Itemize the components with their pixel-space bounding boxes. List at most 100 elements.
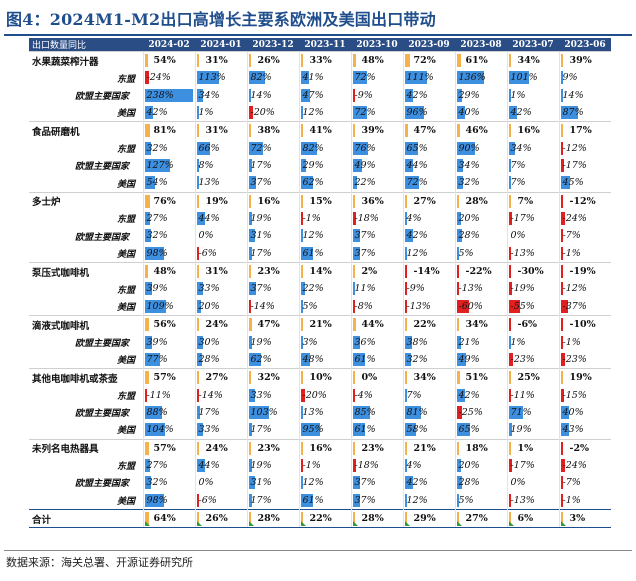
value-bar [352,493,360,507]
value-text: 20% [198,300,220,312]
value-text: 13% [198,177,220,189]
value-text: 51% [465,372,488,384]
value-cell: 32% [454,174,507,193]
value-text: -24% [562,213,587,225]
value-text: 23% [257,442,280,454]
value-cell: 47% [246,315,299,334]
value-bar [352,423,365,437]
value-bar [352,124,356,138]
value-text: 47% [413,125,436,137]
value-bar [456,246,459,260]
row-label-text: 欧盟主要国家 [75,409,130,420]
value-text: 33% [198,283,220,295]
value-bar [352,141,368,155]
row-label-text: 美国 [117,426,136,437]
value-bar [508,371,511,385]
row-label: 欧盟主要国家 [29,87,143,104]
header-col: 2023-12 [247,38,299,52]
value-cell: 8% [194,157,247,175]
value-text: -11% [510,389,535,401]
value-cell: 28% [454,227,507,245]
value-cell: 23% [246,438,299,457]
value-cell: -24% [142,69,195,87]
value-cell: 3% [558,508,611,529]
row-label-text: 东盟 [117,391,136,402]
value-text: 12% [406,247,428,259]
value-text: 57% [153,442,176,454]
value-bar [456,388,465,402]
value-bar [456,71,484,85]
value-bar [352,352,365,366]
table-row: 未列名电热器具 57% 24% 23% 16% 23% 21% 18% 1% -2% [29,438,611,457]
value-bar [560,194,563,208]
value-bar [456,299,469,313]
row-label: 水果蔬菜榨汁器 [29,51,143,70]
value-text: 104% [146,424,174,436]
table-row: 欧盟主要国家 39% 30% 19% 3% 36% 38% 21% 1% -1% [29,333,611,351]
value-text: -9% [354,89,373,101]
value-cell: 19% [246,210,299,228]
value-text: 39% [569,55,592,66]
value-text: 101% [510,72,538,84]
value-text: 29% [413,512,436,524]
value-cell: 27% [142,210,195,228]
value-text: 5% [302,300,318,312]
value-cell: 76% [142,191,195,211]
value-text: 62% [250,353,272,365]
value-bar [508,54,511,67]
value-text: 3% [302,336,318,348]
value-cell: 34% [194,86,247,105]
value-cell: 88% [142,403,195,422]
row-label: 合计 [29,508,143,529]
flag-marker [352,521,358,527]
value-cell: -22% [454,262,507,281]
value-text: 42% [406,89,428,101]
value-text: 31% [205,266,228,278]
value-text: 9% [562,72,578,84]
value-bar [248,106,253,120]
value-text: 42% [458,389,480,401]
value-cell: -25% [454,403,507,422]
value-text: -18% [354,213,379,225]
value-text: 14% [250,89,272,101]
value-cell: 22% [298,280,351,298]
table-body: 水果蔬菜榨汁器 54% 31% 26% 33% 48% 72% 61% 34% 39% 东盟 -24%… [29,51,611,529]
value-text: 26% [257,55,280,66]
value-text: -19% [569,266,596,278]
value-cell: 7% [506,174,559,193]
value-cell: 54% [142,174,195,193]
value-cell: 0% [194,474,247,492]
value-cell: -1% [558,333,611,351]
value-text: -15% [562,389,587,401]
value-bar [144,106,153,120]
value-bar [196,493,199,507]
value-bar [196,71,220,85]
value-bar [300,124,304,138]
value-bar [456,493,459,507]
value-bar [300,88,310,102]
value-bar [196,388,200,402]
value-text: 77% [146,353,168,365]
value-text: 5% [458,247,474,259]
value-cell: 34% [506,139,559,158]
value-text: 48% [302,353,324,365]
value-bar [144,388,147,402]
value-text: 17% [250,494,272,506]
value-text: 0% [198,230,214,242]
value-bar [404,493,407,507]
value-cell: 72% [246,139,299,158]
value-cell: -7% [558,227,611,245]
table-row: 多士炉 76% 19% 16% 15% 36% 27% 28% 7% -12% [29,191,611,211]
row-label: 美国 [29,298,143,316]
value-text: 22% [309,512,332,524]
value-text: -13% [458,283,483,295]
value-bar [352,318,356,332]
header-col: 2024-02 [143,38,195,52]
value-cell: 14% [246,86,299,105]
value-cell: 82% [298,139,351,158]
value-text: 72% [354,107,376,119]
value-cell: 37% [350,491,403,510]
value-bar [248,318,252,332]
value-cell: 20% [454,456,507,475]
row-label: 泵压式咖啡机 [29,262,143,281]
